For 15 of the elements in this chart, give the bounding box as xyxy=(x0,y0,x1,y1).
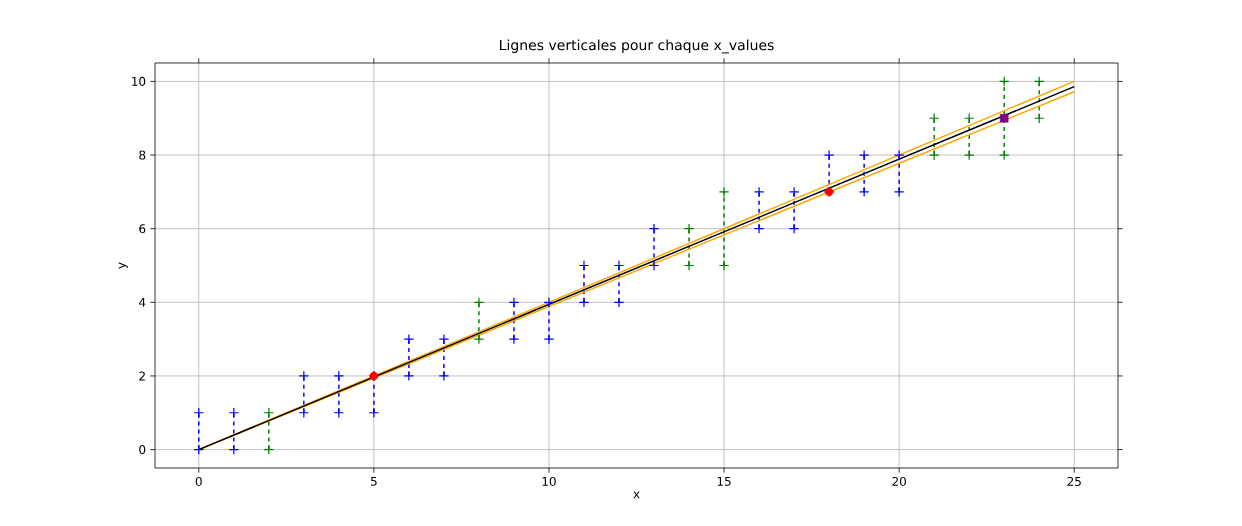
x-tick-label: 15 xyxy=(717,476,731,486)
y-tick-label: 4 xyxy=(139,297,146,307)
x-tick-label: 0 xyxy=(195,476,202,487)
y-tick-label: 6 xyxy=(139,224,146,234)
x-tick-label: 5 xyxy=(370,476,377,486)
y-tick-label: 8 xyxy=(139,150,146,160)
y-tick-label: 0 xyxy=(139,445,146,455)
x-tick-label: 20 xyxy=(892,476,906,487)
chart-title: Lignes verticales pour chaque x_values xyxy=(500,39,774,54)
y-tick-label: 2 xyxy=(139,371,145,381)
x-axis-title: x xyxy=(633,491,640,499)
y-axis-title: y xyxy=(118,262,128,269)
y-tick-label: 10 xyxy=(132,76,146,86)
x-tick-label: 10 xyxy=(542,476,556,487)
x-tick-label: 25 xyxy=(1067,476,1081,487)
